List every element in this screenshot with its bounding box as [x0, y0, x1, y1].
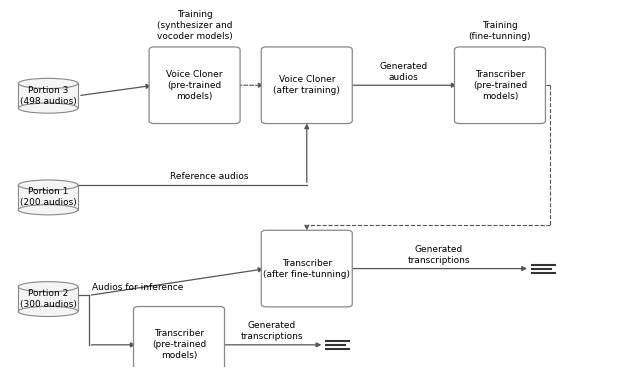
Bar [18, 185, 78, 210]
Text: Voice Cloner
(after training): Voice Cloner (after training) [274, 75, 340, 95]
FancyBboxPatch shape [261, 230, 352, 307]
Text: Audios for inference: Audios for inference [92, 283, 183, 292]
Ellipse shape [18, 205, 78, 215]
Ellipse shape [18, 103, 78, 113]
Bar [18, 287, 78, 311]
Bar [18, 84, 78, 108]
Text: Generated
transcriptions: Generated transcriptions [240, 321, 303, 341]
Text: Training
(fine-tunning): Training (fine-tunning) [469, 21, 531, 41]
Text: Reference audios: Reference audios [170, 173, 248, 181]
Text: Portion 2
(300 audios): Portion 2 (300 audios) [19, 289, 76, 309]
Text: Generated
transcriptions: Generated transcriptions [408, 245, 470, 265]
Text: Portion 3
(498 audios): Portion 3 (498 audios) [20, 86, 76, 106]
FancyBboxPatch shape [133, 307, 225, 368]
FancyBboxPatch shape [149, 47, 240, 124]
Text: Transcriber
(pre-trained
models): Transcriber (pre-trained models) [473, 70, 527, 101]
FancyBboxPatch shape [261, 47, 352, 124]
Text: Transcriber
(after fine-tunning): Transcriber (after fine-tunning) [264, 259, 351, 279]
Ellipse shape [18, 282, 78, 292]
Ellipse shape [18, 306, 78, 316]
Text: Generated
audios: Generated audios [379, 61, 428, 82]
FancyBboxPatch shape [454, 47, 545, 124]
Text: Voice Cloner
(pre-trained
models): Voice Cloner (pre-trained models) [167, 70, 223, 101]
Ellipse shape [18, 78, 78, 88]
Text: Portion 1
(200 audios): Portion 1 (200 audios) [20, 187, 76, 208]
Text: Transcriber
(pre-trained
models): Transcriber (pre-trained models) [152, 329, 206, 360]
Ellipse shape [18, 180, 78, 190]
Text: Training
(synthesizer and
vocoder models): Training (synthesizer and vocoder models… [156, 10, 232, 41]
